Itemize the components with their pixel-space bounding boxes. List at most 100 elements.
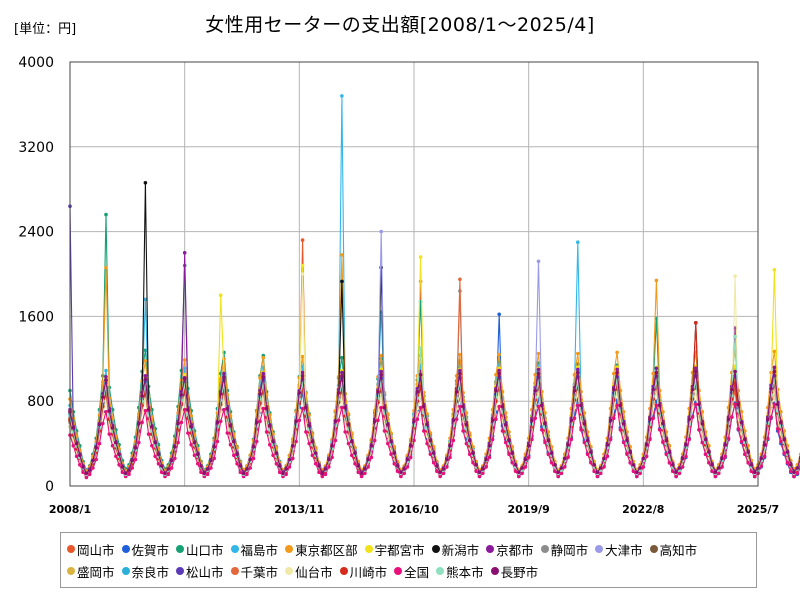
data-point xyxy=(664,452,669,457)
legend-label: 京都市 xyxy=(496,542,534,558)
data-point xyxy=(405,457,410,462)
data-point xyxy=(87,468,92,472)
data-point xyxy=(723,454,727,459)
data-point xyxy=(772,369,777,374)
data-point xyxy=(412,419,416,424)
data-point xyxy=(340,355,344,360)
data-point xyxy=(494,372,498,377)
legend-label: 長野市 xyxy=(500,564,539,580)
data-point xyxy=(766,436,770,441)
data-point xyxy=(490,418,495,423)
data-point xyxy=(481,471,485,476)
data-point xyxy=(156,452,161,457)
data-point xyxy=(212,456,216,461)
data-point xyxy=(576,240,580,244)
data-point xyxy=(379,369,384,374)
data-point xyxy=(779,420,783,425)
data-point xyxy=(536,351,541,356)
data-point xyxy=(182,251,187,255)
data-point xyxy=(425,422,429,427)
x-tick-label: 2022/8 xyxy=(622,503,664,516)
data-point xyxy=(644,442,649,447)
data-point xyxy=(235,452,239,457)
data-point xyxy=(716,471,721,476)
series-line xyxy=(69,239,800,478)
data-point xyxy=(258,376,262,380)
data-point xyxy=(143,297,148,302)
data-point xyxy=(356,464,361,468)
data-point xyxy=(576,403,580,408)
data-point xyxy=(386,441,390,446)
data-point xyxy=(333,438,338,443)
data-point xyxy=(589,450,593,454)
data-point xyxy=(517,474,521,479)
data-point xyxy=(707,460,711,465)
data-point xyxy=(795,471,800,476)
data-point xyxy=(674,474,678,479)
data-point xyxy=(651,371,655,376)
data-point xyxy=(474,463,479,467)
data-point xyxy=(173,456,177,461)
series-layer xyxy=(68,94,800,480)
data-point xyxy=(654,370,659,375)
data-point xyxy=(697,428,701,432)
data-point xyxy=(536,404,541,409)
data-point xyxy=(487,443,492,448)
data-point xyxy=(114,440,118,445)
data-point xyxy=(264,430,269,434)
data-point xyxy=(366,457,370,462)
data-point xyxy=(713,474,718,479)
data-point xyxy=(287,465,292,469)
data-point xyxy=(540,403,544,408)
data-point xyxy=(467,438,472,443)
data-point xyxy=(248,466,252,470)
data-point xyxy=(602,465,606,469)
data-point xyxy=(189,424,193,429)
data-point xyxy=(317,464,321,468)
legend-label: 仙台市 xyxy=(295,564,333,580)
data-point xyxy=(697,402,701,407)
data-point xyxy=(399,474,403,479)
data-point xyxy=(415,389,420,394)
data-point xyxy=(300,406,305,411)
data-point xyxy=(323,467,328,471)
data-point xyxy=(723,442,727,447)
data-point xyxy=(327,457,331,462)
data-point xyxy=(743,452,747,457)
data-point xyxy=(464,422,469,427)
data-point xyxy=(648,417,652,422)
data-point xyxy=(700,421,705,426)
data-point xyxy=(445,465,449,469)
legend-marker-icon xyxy=(121,545,130,553)
data-point xyxy=(232,439,236,444)
data-point xyxy=(104,378,108,382)
legend-marker-icon xyxy=(339,567,348,575)
data-point xyxy=(110,443,115,448)
data-point xyxy=(595,470,600,475)
data-point xyxy=(644,454,649,459)
data-point xyxy=(595,474,600,479)
data-point xyxy=(340,405,344,410)
data-point xyxy=(218,293,223,298)
data-point xyxy=(523,457,528,462)
data-point xyxy=(81,470,85,475)
data-point xyxy=(304,405,308,410)
data-point xyxy=(500,404,505,409)
data-point xyxy=(235,461,239,466)
data-point xyxy=(271,453,275,458)
data-point xyxy=(454,417,459,422)
data-point xyxy=(772,365,777,370)
data-point xyxy=(762,442,767,447)
data-point xyxy=(572,372,577,377)
data-point xyxy=(484,465,488,469)
data-point xyxy=(189,414,193,418)
data-point xyxy=(615,367,619,372)
data-point xyxy=(196,461,200,466)
data-point xyxy=(533,416,537,421)
data-point xyxy=(526,455,531,460)
data-point xyxy=(667,460,672,465)
legend-item: 佐賀市 xyxy=(121,538,169,560)
legend-label: 盛岡市 xyxy=(77,564,115,580)
data-point xyxy=(392,461,397,466)
data-point xyxy=(215,420,220,425)
